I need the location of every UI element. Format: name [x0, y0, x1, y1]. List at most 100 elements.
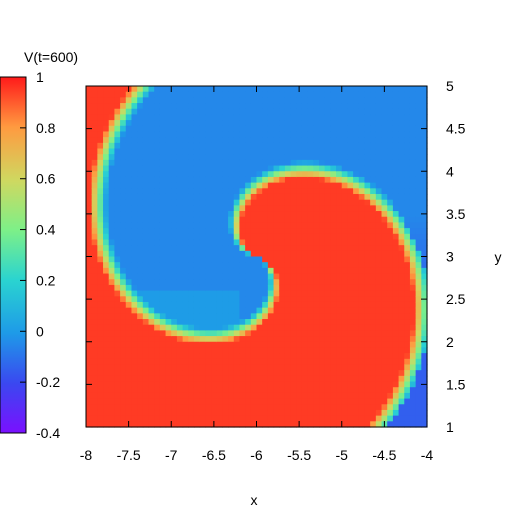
heatmap-cell: [188, 330, 195, 337]
heatmap-cell: [375, 358, 383, 366]
heatmap-cell: [381, 165, 388, 172]
heatmap-cell: [381, 188, 388, 195]
heatmap-cell: [114, 103, 121, 110]
heatmap-cell: [330, 392, 337, 400]
heatmap-cell: [398, 392, 405, 400]
heatmap-cell: [91, 165, 98, 172]
heatmap-cell: [245, 137, 252, 144]
heatmap-cell: [222, 216, 229, 223]
heatmap-cell: [296, 392, 303, 400]
heatmap-cell: [199, 148, 206, 155]
heatmap-cell: [125, 330, 133, 337]
heatmap-cell: [165, 358, 172, 366]
heatmap-cell: [233, 409, 241, 417]
heatmap-cell: [228, 341, 235, 349]
heatmap-cell: [256, 375, 263, 383]
heatmap-cell: [279, 137, 286, 144]
heatmap-cell: [341, 154, 349, 161]
heatmap-cell: [387, 228, 394, 235]
heatmap-cell: [97, 301, 104, 309]
heatmap-cell: [239, 182, 246, 189]
heatmap-cell: [307, 256, 314, 263]
heatmap-cell: [205, 193, 212, 201]
heatmap-cell: [205, 222, 212, 229]
heatmap-cell: [370, 222, 377, 229]
heatmap-cell: [256, 421, 263, 428]
heatmap-cell: [421, 245, 428, 252]
heatmap-cell: [256, 324, 263, 331]
heatmap-cell: [137, 256, 144, 263]
heatmap-cell: [182, 341, 189, 349]
heatmap-cell: [404, 421, 411, 428]
heatmap-cell: [91, 404, 98, 411]
heatmap-cell: [392, 290, 400, 297]
heatmap-cell: [262, 222, 269, 229]
heatmap-cell: [137, 358, 144, 366]
heatmap-cell: [245, 199, 252, 206]
heatmap-cell: [284, 239, 292, 246]
heatmap-cell: [188, 199, 195, 206]
heatmap-cell: [165, 228, 172, 235]
heatmap-cell: [171, 324, 178, 331]
heatmap-cell: [154, 421, 161, 428]
heatmap-cell: [273, 409, 280, 417]
heatmap-cell: [267, 86, 275, 93]
heatmap-cell: [233, 296, 241, 303]
colorbar-tick-label: 1: [36, 69, 44, 85]
heatmap-cell: [341, 409, 349, 417]
heatmap-cell: [336, 381, 343, 388]
heatmap-cell: [125, 319, 133, 326]
heatmap-cell: [341, 205, 349, 212]
heatmap-cell: [233, 165, 241, 172]
heatmap-cell: [148, 313, 155, 320]
heatmap-cell: [108, 290, 116, 297]
heatmap-cell: [86, 97, 93, 104]
heatmap-cell: [421, 86, 428, 93]
heatmap-cell: [86, 108, 93, 116]
heatmap-cell: [387, 398, 394, 405]
heatmap-cell: [176, 137, 184, 144]
heatmap-cell: [319, 375, 326, 383]
heatmap-cell: [364, 250, 371, 258]
heatmap-cell: [165, 176, 172, 184]
heatmap-cell: [176, 290, 184, 297]
heatmap-cell: [398, 91, 405, 98]
heatmap-cell: [301, 398, 309, 405]
heatmap-cell: [353, 142, 360, 150]
heatmap-cell: [142, 279, 150, 286]
heatmap-cell: [341, 228, 349, 235]
heatmap-cell: [336, 398, 343, 405]
heatmap-cell: [205, 421, 212, 428]
heatmap-cell: [347, 199, 354, 206]
heatmap-cell: [193, 256, 201, 263]
heatmap-cell: [233, 415, 241, 422]
heatmap-cell: [103, 273, 110, 280]
heatmap-cell: [250, 387, 258, 394]
heatmap-cell: [211, 165, 218, 172]
heatmap-cell: [267, 262, 275, 269]
heatmap-cell: [267, 199, 275, 206]
heatmap-cell: [313, 211, 320, 218]
heatmap-cell: [222, 313, 229, 320]
heatmap-cell: [86, 114, 93, 121]
heatmap-cell: [148, 228, 155, 235]
heatmap-cell: [256, 148, 263, 155]
heatmap-cell: [336, 290, 343, 297]
heatmap-cell: [154, 404, 161, 411]
heatmap-cell: [216, 336, 223, 343]
heatmap-cell: [171, 182, 178, 189]
heatmap-cell: [120, 398, 127, 405]
heatmap-cell: [324, 313, 331, 320]
heatmap-cell: [267, 216, 275, 223]
heatmap-cell: [415, 319, 422, 326]
heatmap-cell: [319, 108, 326, 116]
heatmap-cell: [296, 205, 303, 212]
heatmap-cell: [91, 319, 98, 326]
heatmap-cell: [239, 313, 246, 320]
heatmap-cell: [216, 409, 223, 417]
heatmap-cell: [142, 336, 150, 343]
heatmap-cell: [97, 324, 104, 331]
heatmap-cell: [301, 409, 309, 417]
heatmap-cell: [256, 364, 263, 371]
heatmap-cell: [199, 301, 206, 309]
